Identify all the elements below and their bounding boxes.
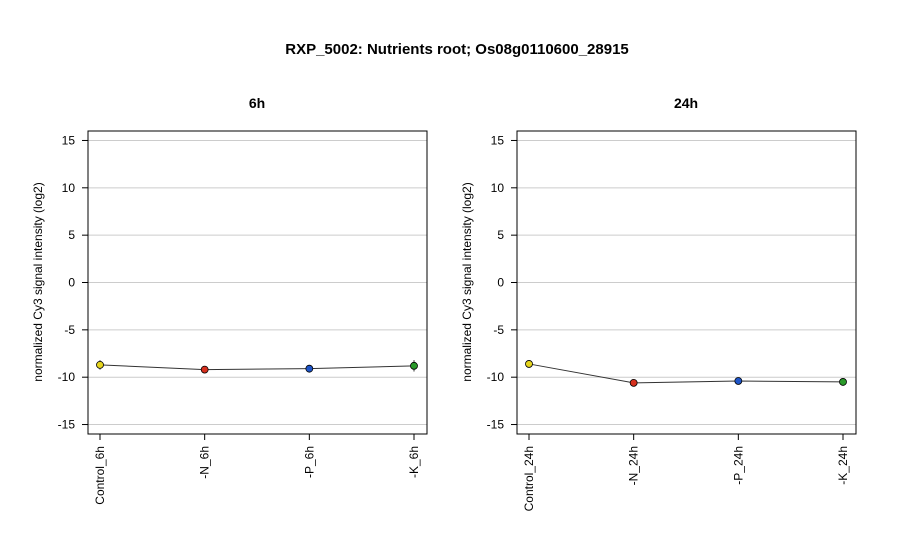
y-tick-label: 5 (497, 228, 504, 242)
plot-frame (87, 130, 428, 435)
data-point (200, 365, 209, 374)
gridlines (517, 139, 856, 426)
y-tick-label: -5 (493, 323, 504, 337)
x-tick-label: -K_6h (407, 446, 421, 478)
series-line-path (99, 364, 415, 371)
data-point (96, 360, 104, 369)
x-axis: Control_6h -N_6h -P_6h -K_6h (93, 434, 421, 505)
y-tick-label: 0 (497, 276, 504, 290)
x-tick-label: Control_24h (522, 446, 536, 511)
x-tick-label: -P_6h (302, 446, 316, 478)
data-point (305, 364, 314, 373)
y-tick-label: 15 (62, 133, 76, 147)
data-point (734, 377, 743, 385)
y-axis-label: normalized Cy3 signal intensity (log2) (31, 182, 45, 381)
y-axis-label: normalized Cy3 signal intensity (log2) (460, 182, 474, 381)
y-tick-label: -10 (58, 370, 76, 384)
x-tick-label: -N_6h (198, 446, 212, 479)
panel-6h: 6h normalized Cy3 signal intensity (log2… (31, 95, 428, 505)
plot-frame (516, 130, 857, 435)
y-axis: 15 10 5 0 -5 -10 -15 (487, 133, 517, 432)
gridlines (88, 139, 427, 426)
y-tick-label: -5 (64, 323, 75, 337)
series-line-path (528, 363, 844, 384)
y-axis: 15 10 5 0 -5 -10 -15 (58, 133, 88, 432)
x-tick-label: -P_24h (731, 446, 745, 485)
x-tick-label: -N_24h (627, 446, 641, 485)
panel-title: 6h (249, 95, 265, 111)
y-tick-label: -15 (58, 418, 76, 432)
y-tick-label: 10 (491, 181, 505, 195)
data-point (839, 378, 847, 386)
x-axis: Control_24h -N_24h -P_24h -K_24h (522, 434, 850, 511)
y-tick-label: -15 (487, 418, 505, 432)
series-line (96, 360, 418, 374)
data-point (629, 378, 638, 387)
x-tick-label: Control_6h (93, 446, 107, 505)
panel-title: 24h (674, 95, 698, 111)
panel-24h: 24h normalized Cy3 signal intensity (log… (460, 95, 857, 511)
data-point (525, 360, 533, 368)
y-tick-label: 10 (62, 181, 76, 195)
figure-title: RXP_5002: Nutrients root; Os08g0110600_2… (285, 41, 629, 58)
y-tick-label: -10 (487, 370, 505, 384)
y-tick-label: 5 (68, 228, 75, 242)
series-line (525, 360, 847, 387)
x-tick-label: -K_24h (836, 446, 850, 485)
y-tick-label: 15 (491, 133, 505, 147)
data-point (410, 361, 418, 370)
y-tick-label: 0 (68, 276, 75, 290)
